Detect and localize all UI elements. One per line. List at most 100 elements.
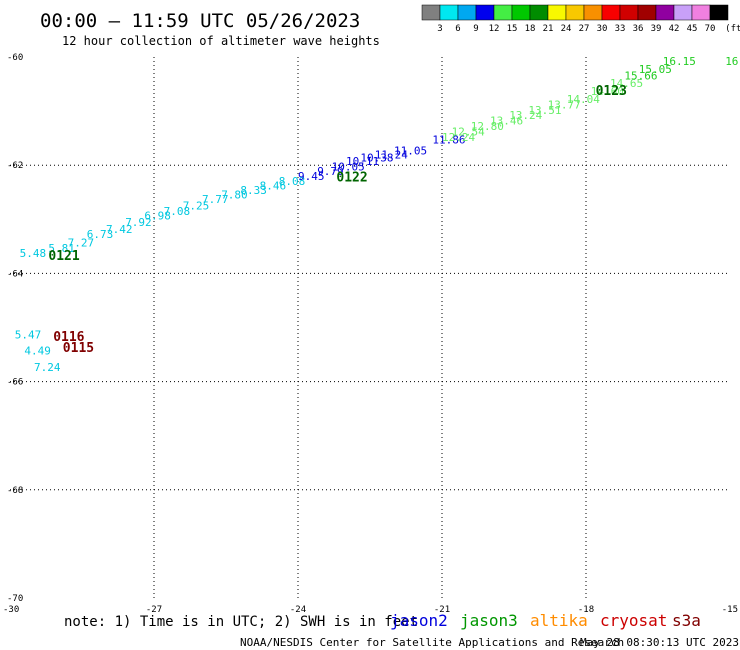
colorbar-tick-label: 36 (633, 24, 644, 34)
colorbar-tick-label: 18 (525, 24, 536, 34)
wave-height-label: 10.05 (332, 161, 365, 174)
satellite-legend: jason2 jason3 altika cryosat s3a (390, 611, 701, 630)
colorbar-tick-label: 39 (651, 24, 662, 34)
x-tick-label: -21 (434, 605, 450, 615)
colorbar-swatch (565, 4, 585, 21)
colorbar-swatch (637, 4, 657, 21)
colorbar-swatch (421, 4, 441, 21)
wave-height-label: 7.42 (106, 223, 133, 236)
wave-height-label: 10.11 (346, 155, 379, 168)
colorbar-tick-label: 21 (543, 24, 554, 34)
colorbar-tick-label: 70 (705, 24, 716, 34)
colorbar-tick-label: 6 (455, 24, 460, 34)
pass-label: 0122 (336, 170, 367, 185)
wave-height-label: 9.45 (298, 170, 325, 183)
colorbar-swatch (439, 4, 459, 21)
colorbar-tick-label: 9 (473, 24, 478, 34)
colorbar-tick-label: 42 (669, 24, 680, 34)
x-tick-label: -27 (146, 605, 162, 615)
wave-height-label: 8.46 (260, 180, 287, 193)
wave-height-label: 6.73 (87, 228, 114, 241)
chart-subtitle: 12 hour collection of altimeter wave hei… (62, 34, 380, 48)
colorbar-swatch (547, 4, 567, 21)
colorbar-tick-label: 33 (615, 24, 626, 34)
wave-height-label: 7.24 (34, 361, 61, 374)
y-tick-label: -66 (7, 378, 23, 388)
satellite-legend-s3a: s3a (672, 611, 701, 630)
colorbar-tick-label: 45 (687, 24, 698, 34)
wave-height-label: 8.08 (279, 175, 306, 188)
wave-height-label: 10.38 (360, 151, 393, 164)
x-tick-label: -15 (722, 605, 738, 615)
satellite-legend-jason2: jason2 (390, 611, 448, 630)
colorbar-swatch (655, 4, 675, 21)
footer-timestamp: May 28 08:30:13 UTC 2023 (580, 636, 739, 649)
pass-label: 0121 (48, 249, 79, 264)
wave-height-label: 14.60 (591, 85, 624, 98)
wave-height-labels: 5.48 5.817.276.737.427.926.987.087.257.77… (15, 55, 739, 374)
wave-height-label: 7.25 (183, 200, 210, 213)
x-tick-label: -30 (3, 605, 19, 615)
satellite-legend-cryosat: cryosat (600, 611, 667, 630)
pass-label: 0116 (53, 330, 84, 345)
y-tick-label: -70 (7, 594, 23, 604)
wave-height-label: 16.15 (663, 55, 696, 68)
wave-height-label: 15.66 (624, 70, 657, 83)
colorbar-tick-label: 3 (437, 24, 442, 34)
wave-height-label: 16 (725, 55, 738, 68)
satellite-legend-altika: altika (530, 611, 588, 630)
footer-note: note: 1) Time is in UTC; 2) SWH is in fe… (64, 614, 418, 630)
colorbar-swatch (583, 4, 603, 21)
grid-lines (10, 57, 730, 598)
pass-label: 0123 (596, 84, 627, 99)
colorbar-unit: (ft) (725, 24, 740, 34)
footer-credit: NOAA/NESDIS Center for Satellite Applica… (240, 636, 624, 649)
satellite-legend-jason3: jason3 (460, 611, 518, 630)
colorbar-tick-label: 27 (579, 24, 590, 34)
wave-height-label: 12.54 (452, 125, 485, 138)
wave-height-label: 7.77 (202, 193, 229, 206)
wave-height-label: 13.24 (509, 109, 542, 122)
wave-height-label: 12.24 (442, 131, 475, 144)
colorbar-swatch (619, 4, 639, 21)
colorbar-swatch (457, 4, 477, 21)
colorbar-swatch (709, 4, 729, 21)
wave-height-label: 11.24 (375, 149, 408, 162)
wave-height-label: 11.86 (432, 134, 465, 147)
y-tick-label: -60 (7, 53, 23, 63)
x-tick-label: -24 (290, 605, 306, 615)
colorbar-swatch (475, 4, 495, 21)
wave-height-label: 13.77 (548, 98, 581, 111)
colorbar-tick-label: 12 (489, 24, 500, 34)
wave-height-label: 5.81 (48, 242, 75, 255)
wave-height-label: 15.05 (639, 63, 672, 76)
wave-height-label: 11.05 (394, 144, 427, 157)
wave-height-label: 14.04 (567, 93, 600, 106)
wave-height-label: 5.48 (20, 247, 46, 260)
wave-height-label: 13.51 (528, 104, 561, 117)
x-tick-label: -18 (578, 605, 594, 615)
wave-height-label: 7.08 (164, 205, 191, 218)
colorbar-swatch (511, 4, 531, 21)
wave-height-label: 7.80 (221, 189, 248, 202)
y-tick-label: -64 (7, 269, 23, 279)
y-tick-label: -62 (7, 161, 23, 171)
colorbar-swatch (493, 4, 513, 21)
colorbar-swatch (673, 4, 693, 21)
wave-height-label: 14.65 (610, 77, 643, 90)
wave-height-label: 4.49 (24, 345, 51, 358)
wave-height-label: 7.27 (68, 236, 95, 249)
wave-height-label: 6.98 (144, 209, 171, 222)
wave-height-label: 12.80 (471, 120, 504, 133)
y-tick-label: -68 (7, 486, 23, 496)
colorbar-tick-label: 24 (561, 24, 572, 34)
colorbar-swatch (691, 4, 711, 21)
colorbar-swatch (601, 4, 621, 21)
colorbar-tick-label: 15 (507, 24, 518, 34)
wave-height-label: 9.79 (317, 165, 344, 178)
chart-title: 00:00 – 11:59 UTC 05/26/2023 (40, 10, 360, 32)
wave-height-label: 5.47 (15, 328, 42, 341)
wave-height-label: 13.46 (490, 115, 523, 128)
